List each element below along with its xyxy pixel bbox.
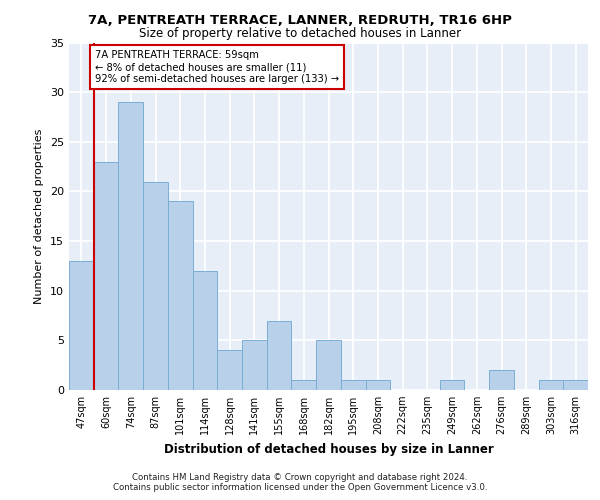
Bar [292, 380, 316, 390]
Text: 7A, PENTREATH TERRACE, LANNER, REDRUTH, TR16 6HP: 7A, PENTREATH TERRACE, LANNER, REDRUTH, … [88, 14, 512, 27]
Bar [242, 340, 267, 390]
Bar [94, 162, 118, 390]
Text: 7A PENTREATH TERRACE: 59sqm
← 8% of detached houses are smaller (11)
92% of semi: 7A PENTREATH TERRACE: 59sqm ← 8% of deta… [95, 50, 339, 84]
Bar [143, 182, 168, 390]
Text: Size of property relative to detached houses in Lanner: Size of property relative to detached ho… [139, 28, 461, 40]
Bar [267, 320, 292, 390]
Bar [563, 380, 588, 390]
Bar [118, 102, 143, 390]
Bar [440, 380, 464, 390]
Bar [489, 370, 514, 390]
Bar [168, 202, 193, 390]
Bar [365, 380, 390, 390]
Bar [316, 340, 341, 390]
Bar [69, 261, 94, 390]
Text: Contains HM Land Registry data © Crown copyright and database right 2024.
Contai: Contains HM Land Registry data © Crown c… [113, 473, 487, 492]
Bar [217, 350, 242, 390]
Bar [193, 271, 217, 390]
X-axis label: Distribution of detached houses by size in Lanner: Distribution of detached houses by size … [164, 442, 493, 456]
Bar [539, 380, 563, 390]
Y-axis label: Number of detached properties: Number of detached properties [34, 128, 44, 304]
Bar [341, 380, 365, 390]
